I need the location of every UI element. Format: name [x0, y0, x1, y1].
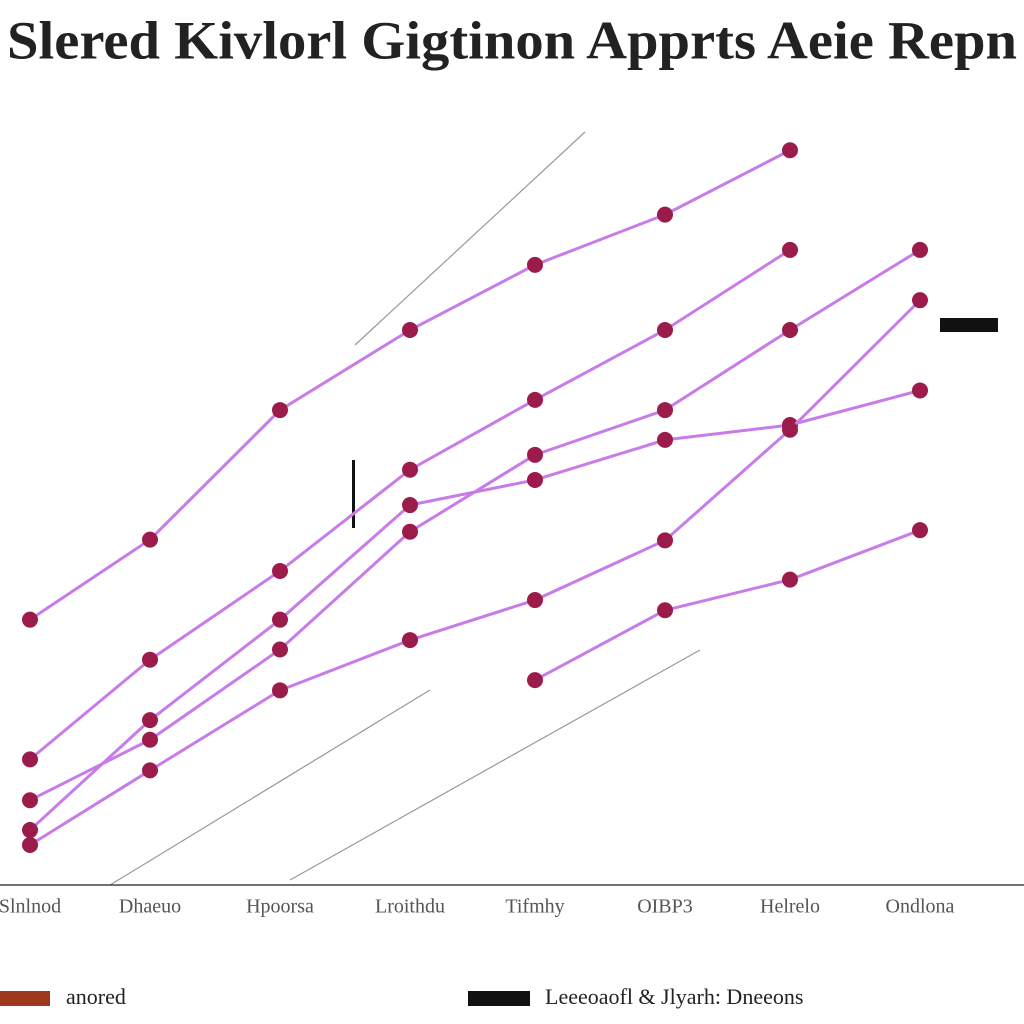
data-point: [657, 431, 673, 448]
data-point: [527, 256, 543, 273]
legend-label: Leeeoaofl & Jlyarh: Dneeons: [545, 984, 803, 1009]
data-point: [22, 751, 38, 768]
data-point: [657, 322, 673, 339]
series-line: [28, 389, 921, 832]
data-point: [272, 641, 288, 658]
data-point: [782, 571, 798, 588]
x-tick-label: Dhaeuo: [119, 896, 181, 918]
legend-swatch: [468, 991, 530, 1006]
legend-label: anored: [66, 984, 126, 1009]
data-point: [402, 497, 418, 514]
data-point: [527, 391, 543, 408]
data-point: [402, 322, 418, 339]
legend-swatch: [0, 991, 50, 1006]
series-line: [29, 299, 922, 847]
data-point: [527, 471, 543, 488]
x-tick-label: OIBP3: [637, 896, 693, 918]
data-point: [402, 523, 418, 540]
data-point: [22, 822, 38, 839]
x-tick-label: Hpoorsa: [246, 896, 314, 918]
data-point: [782, 241, 798, 258]
data-point: [22, 792, 38, 809]
data-point: [142, 712, 158, 729]
x-tick-label: Lroithdu: [375, 896, 445, 918]
data-point: [912, 382, 928, 399]
x-tick-label: Ondlona: [886, 896, 955, 918]
data-point: [657, 402, 673, 419]
data-point: [272, 682, 288, 699]
data-point: [912, 292, 928, 309]
data-point: [142, 731, 158, 748]
data-point: [142, 651, 158, 668]
data-point: [272, 563, 288, 579]
data-point: [142, 762, 158, 779]
data-point: [912, 241, 928, 258]
data-point: [402, 632, 418, 649]
x-tick-label: Helrelo: [760, 896, 820, 918]
data-point: [22, 836, 38, 853]
x-tick-label: Slnlnod: [0, 896, 61, 918]
data-point: [782, 421, 798, 438]
chart-title: Slered Kivlorl Gigtinon Apprts Aeie Repn: [7, 10, 1017, 70]
decor-line: [289, 649, 701, 881]
data-point: [527, 592, 543, 609]
decor-mark: [352, 460, 355, 528]
data-point: [782, 142, 798, 159]
data-point: [912, 522, 928, 539]
decor-line: [109, 689, 431, 886]
data-point: [527, 672, 543, 689]
data-point: [402, 461, 418, 478]
data-point: [272, 611, 288, 628]
data-point: [657, 602, 673, 619]
decor-mark: [940, 318, 998, 332]
data-point: [657, 532, 673, 549]
data-point: [782, 322, 798, 339]
x-tick-label: Tifmhy: [505, 896, 564, 918]
data-point: [272, 402, 288, 419]
series-line: [534, 528, 921, 682]
data-point: [657, 206, 673, 223]
decor-line: [354, 131, 586, 346]
data-point: [22, 611, 38, 628]
data-point: [142, 531, 158, 548]
data-point: [527, 446, 543, 463]
